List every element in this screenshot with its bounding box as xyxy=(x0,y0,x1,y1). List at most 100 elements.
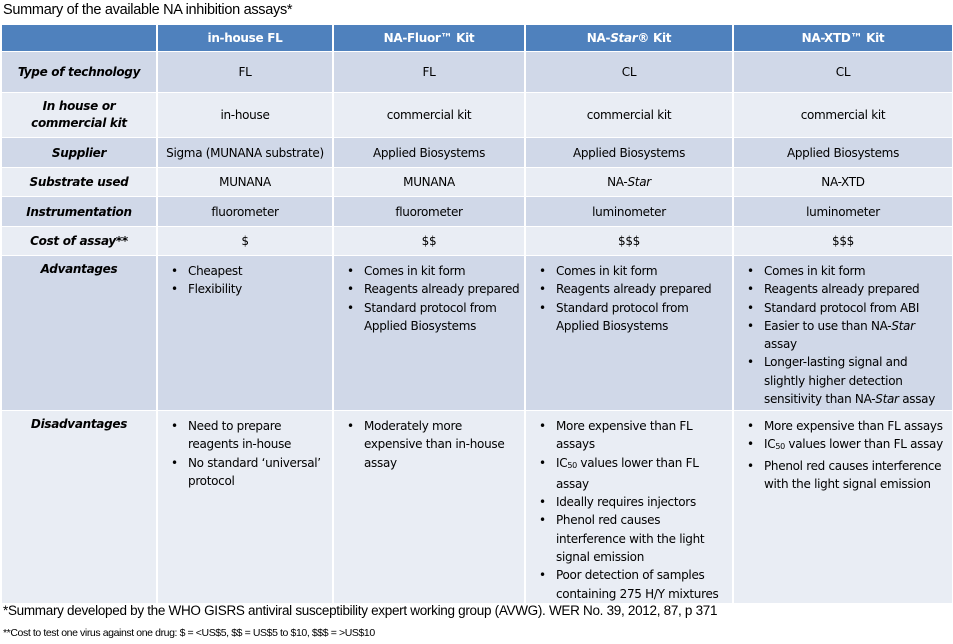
subscript-text: 50 xyxy=(775,442,785,452)
row-label: Disadvantages xyxy=(2,411,156,603)
table-row: Type of technology FL FL CL CL xyxy=(2,52,952,92)
text-segment: ® Kit xyxy=(637,31,672,45)
list-item: More expensive than FL assays xyxy=(539,417,730,454)
row-label: Substrate used xyxy=(2,168,156,196)
footnote-cost: **Cost to test one virus against one dru… xyxy=(3,627,375,639)
table-cell: FL xyxy=(334,52,524,92)
table-cell: $$$ xyxy=(734,227,952,255)
table-cell: NA-XTD xyxy=(734,168,952,196)
table-row: Substrate used MUNANA MUNANA NA-Star NA-XTD xyxy=(2,168,952,196)
row-label: Cost of assay** xyxy=(2,227,156,255)
list-item: Phenol red causes interference with the … xyxy=(539,511,730,566)
text-segment: NA-XTD™ Kit xyxy=(801,31,885,45)
bullet-list: Comes in kit form Reagents already prepar… xyxy=(336,262,522,335)
table-cell: $ xyxy=(158,227,332,255)
table-cell: fluorometer xyxy=(334,197,524,226)
subscript-text: 50 xyxy=(567,460,577,470)
text-segment: NA- xyxy=(607,175,628,189)
text-segment: More expensive than FL assays xyxy=(556,419,693,452)
bullet-list: Comes in kit form Reagents already prepar… xyxy=(736,262,950,408)
list-item: Standard protocol from Applied Biosystem… xyxy=(539,299,730,336)
table-row: Instrumentation fluorometer fluorometer lum… xyxy=(2,197,952,226)
table-row: Supplier Sigma (MUNANA substrate) Applied … xyxy=(2,138,952,167)
table-cell: MUNANA xyxy=(334,168,524,196)
table-cell: fluorometer xyxy=(158,197,332,226)
list-item: More expensive than FL assays xyxy=(747,417,950,436)
list-item: Easier to use than NA-Star assay xyxy=(747,317,950,354)
list-item: IC50 values lower than FL assay xyxy=(747,435,950,456)
column-header xyxy=(2,25,156,51)
text-segment: assay xyxy=(898,392,936,407)
table-cell: More expensive than FL assaysIC50 values… xyxy=(526,411,732,603)
bullet-list: Moderately more expensive than in-house … xyxy=(336,417,522,472)
bullet-list: More expensive than FL assaysIC50 values… xyxy=(528,417,730,603)
table-cell: Comes in kit form Reagents already prepar… xyxy=(334,256,524,410)
text-segment: Ideally requires injectors xyxy=(556,495,696,510)
text-segment: Moderately more expensive than in-house … xyxy=(364,419,505,470)
text-segment: NA-Fluor™ Kit xyxy=(383,31,475,45)
italic-text: Star xyxy=(891,318,915,333)
table-cell: Cheapest Flexibility xyxy=(158,256,332,410)
list-item: Ideally requires injectors xyxy=(539,493,730,512)
list-item: Reagents already prepared xyxy=(747,280,950,299)
table-cell: MUNANA xyxy=(158,168,332,196)
text-segment: Standard protocol from ABI xyxy=(764,300,920,315)
text-segment: More expensive than FL assays xyxy=(764,419,943,433)
italic-text: Star xyxy=(627,175,651,189)
footnote-source: *Summary developed by the WHO GISRS anti… xyxy=(3,603,718,618)
text-segment: Poor detection of samples containing 275… xyxy=(556,568,719,601)
table-cell: commercial kit xyxy=(526,93,732,137)
text-segment: Cheapest xyxy=(188,264,243,278)
table-cell: commercial kit xyxy=(734,93,952,137)
table-row: Cost of assay** $ $$ $$$ $$$ xyxy=(2,227,952,255)
column-header: NA-Fluor™ Kit xyxy=(334,25,524,51)
text-segment: Standard protocol from Applied Biosystem… xyxy=(556,300,689,333)
table-row: DisadvantagesNeed to prepare reagents in… xyxy=(2,411,952,603)
row-label: Instrumentation xyxy=(2,197,156,226)
table-cell: Moderately more expensive than in-house … xyxy=(334,411,524,603)
list-item: Standard protocol from ABI xyxy=(747,299,950,318)
text-segment: values lower than FL assay xyxy=(784,437,943,452)
text-segment: IC xyxy=(556,455,568,470)
list-item: No standard ‘universal’ protocol xyxy=(171,454,330,491)
column-header: in-house FL xyxy=(158,25,332,51)
table-cell: commercial kit xyxy=(334,93,524,137)
table-cell: Need to prepare reagents in-houseNo stan… xyxy=(158,411,332,603)
text-segment: Longer-lasting signal and slightly highe… xyxy=(764,355,908,407)
text-segment: No standard ‘universal’ protocol xyxy=(188,455,321,488)
table-row: Advantages Cheapest Flexibility Comes in ki… xyxy=(2,256,952,410)
table-cell: FL xyxy=(158,52,332,92)
row-label: Supplier xyxy=(2,138,156,167)
text-segment: NA- xyxy=(586,31,611,45)
text-segment: Reagents already prepared xyxy=(764,282,920,297)
text-segment: in-house FL xyxy=(207,31,283,45)
list-item: Need to prepare reagents in-house xyxy=(171,417,330,454)
list-item: Cheapest xyxy=(171,262,330,281)
list-item: Comes in kit form xyxy=(539,262,730,281)
text-segment: Standard protocol from Applied Biosystem… xyxy=(364,300,497,333)
table-cell: Comes in kit form Reagents already prepar… xyxy=(526,256,732,410)
text-segment: Easier to use than NA- xyxy=(764,318,892,333)
bullet-list: Need to prepare reagents in-houseNo stan… xyxy=(160,417,330,490)
italic-text: Star xyxy=(875,392,899,407)
table-title: Summary of the available NA inhibition a… xyxy=(3,2,293,18)
table-cell: CL xyxy=(526,52,732,92)
bullet-list: More expensive than FL assays IC50 values… xyxy=(736,417,950,493)
text-segment: IC xyxy=(764,437,776,452)
table-cell: $$ xyxy=(334,227,524,255)
list-item: Comes in kit form xyxy=(747,262,950,281)
text-segment: Flexibility xyxy=(188,282,242,297)
text-segment: Comes in kit form xyxy=(764,264,866,278)
column-header: NA-XTD™ Kit xyxy=(734,25,952,51)
table-cell: Applied Biosystems xyxy=(734,138,952,167)
table-cell: luminometer xyxy=(526,197,732,226)
list-item: Moderately more expensive than in-house … xyxy=(347,417,522,472)
table-cell: luminometer xyxy=(734,197,952,226)
table-cell: in-house xyxy=(158,93,332,137)
table-cell: Applied Biosystems xyxy=(334,138,524,167)
table-cell: CL xyxy=(734,52,952,92)
list-item: Reagents already prepared xyxy=(539,280,730,299)
bullet-list: Comes in kit form Reagents already prepar… xyxy=(528,262,730,335)
table-cell: NA-Star xyxy=(526,168,732,196)
list-item: Flexibility xyxy=(171,280,330,299)
